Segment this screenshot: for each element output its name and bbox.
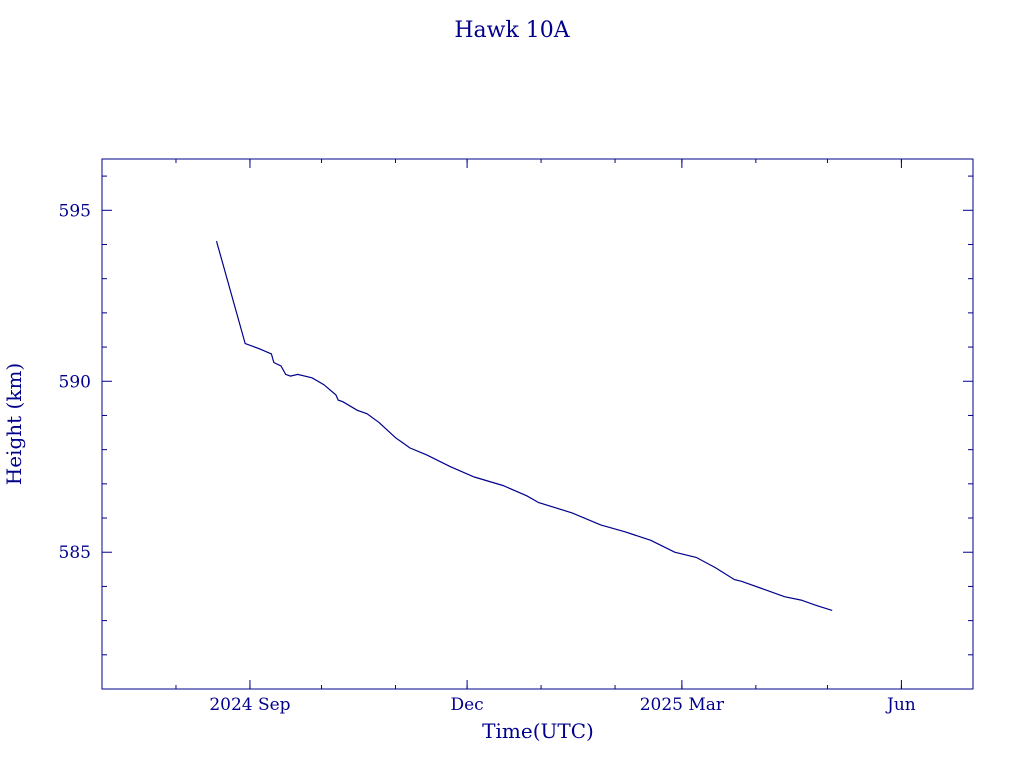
y-tick-label: 585 [59, 543, 91, 563]
y-tick-label: 595 [59, 201, 91, 221]
y-tick-label: 590 [59, 372, 91, 392]
x-tick-label: Dec [450, 695, 483, 715]
x-tick-label: 2025 Mar [640, 695, 725, 715]
series-line [215, 240, 833, 611]
plot-frame [101, 158, 974, 690]
y-axis-ticks: 585 590 595 [59, 175, 973, 690]
x-tick-label: 2024 Sep [209, 695, 290, 715]
x-axis-ticks: 2024 Sep Dec 2025 Mar Jun [175, 159, 916, 715]
chart-title: Hawk 10A [454, 18, 570, 43]
x-tick-label: Jun [885, 695, 916, 715]
y-axis-label: Height (km) [2, 363, 26, 485]
x-axis-label: Time(UTC) [482, 719, 594, 743]
